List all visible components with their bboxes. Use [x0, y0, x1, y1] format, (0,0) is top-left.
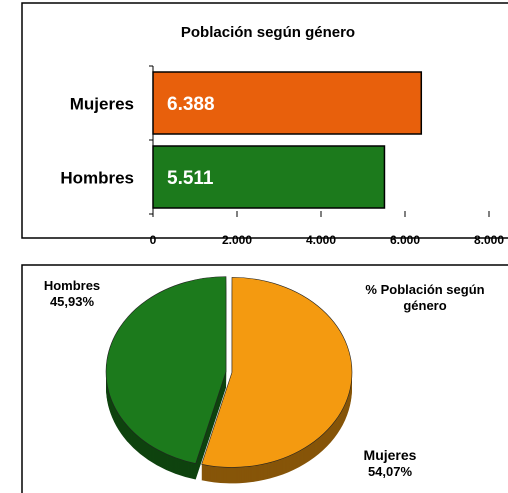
category-label: Hombres [60, 168, 134, 187]
bar [152, 145, 386, 209]
value-label: 54,07% [367, 464, 413, 479]
pie-slice [201, 277, 353, 484]
category-label: Hombres [43, 278, 101, 293]
pie-chart-frame [21, 264, 508, 493]
x-tick-label: 0 [150, 233, 157, 247]
bar-title: Población según género [181, 24, 355, 41]
category-label: Mujeres [70, 94, 134, 113]
x-tick-label: 8.000 [474, 233, 504, 247]
value-label: 5.511 [167, 168, 214, 189]
value-label: 45,93% [49, 294, 95, 309]
x-tick-label: 2.000 [222, 233, 252, 247]
category-label: Mujeres [363, 447, 417, 463]
bar [152, 71, 423, 135]
slice-top [105, 276, 227, 464]
value-label: 6.388 [167, 94, 215, 115]
pie-slice [105, 276, 227, 480]
x-tick-label: 6.000 [390, 233, 420, 247]
pie-title: % Población según género [365, 282, 485, 313]
x-tick-label: 4.000 [306, 233, 336, 247]
slice-top [201, 277, 353, 468]
bar-chart-frame [21, 2, 508, 239]
